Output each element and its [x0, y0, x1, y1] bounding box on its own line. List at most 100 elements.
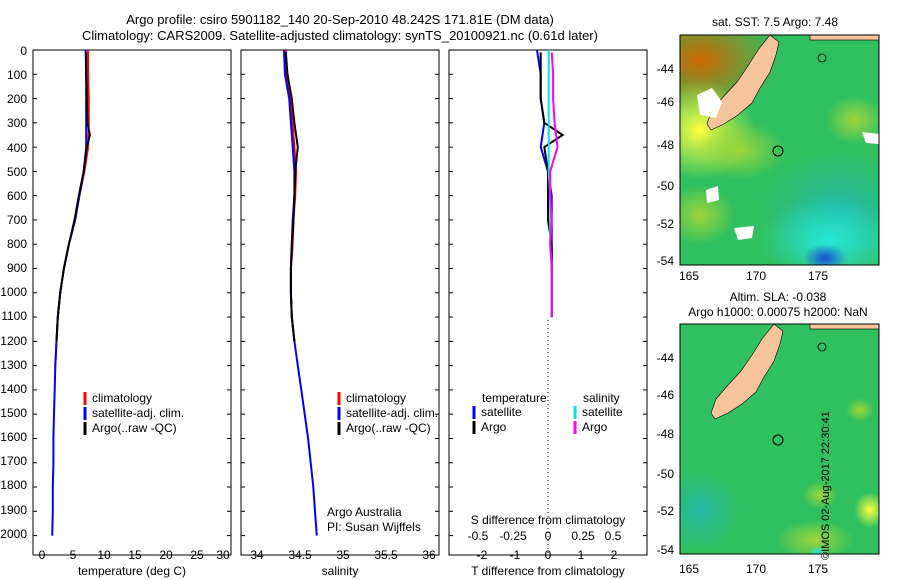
lon-tick: 170	[746, 562, 766, 576]
lat-tick: -46	[657, 95, 675, 109]
depth-tick: 600	[7, 189, 27, 203]
temperature-tick: 10	[97, 548, 111, 562]
credit-line-2: PI: Susan Wijffels	[327, 520, 421, 534]
t-diff-tick: -1	[510, 548, 521, 562]
series-line-salinity-argo	[549, 52, 559, 318]
depth-tick: 200	[7, 92, 27, 106]
imos-credit: ©IMOS 02-Aug-2017 22:30:41	[820, 411, 832, 560]
depth-tick: 1000	[0, 285, 27, 299]
lon-tick: 175	[808, 269, 828, 283]
lat-tick: -46	[657, 388, 675, 402]
temperature-tick: 5	[70, 548, 77, 562]
depth-tick: 800	[7, 237, 27, 251]
temperature-tick: 25	[190, 548, 204, 562]
salinity-axes	[240, 49, 440, 556]
t-diff-tick-labels: -2 -1 0 1 2	[477, 548, 618, 562]
sla-map-title-2: Argo h1000: 0.00075 h2000: NaN	[688, 305, 867, 319]
legend-head-salinity: salinity	[583, 391, 620, 405]
credit-line-1: Argo Australia	[327, 505, 402, 519]
legend-head-temperature: temperature	[482, 391, 547, 405]
depth-tick: 0	[20, 44, 27, 58]
depth-tick: 300	[7, 116, 27, 130]
salinity-tick: 35.5	[374, 548, 398, 562]
temperature-tick-labels: 0 5 10 15 20 25 30	[39, 548, 230, 562]
salinity-tick: 35	[336, 548, 350, 562]
salinity-xlabel: salinity	[322, 564, 359, 578]
legend-label-t-argo: Argo	[481, 420, 507, 434]
depth-tick: 1900	[0, 503, 27, 517]
temperature-tick: 0	[39, 548, 46, 562]
sla-lon-labels: 165 170 175	[679, 562, 828, 576]
lat-tick: -44	[657, 351, 675, 365]
depth-tick: 400	[7, 141, 27, 155]
depth-tick: 100	[7, 68, 27, 82]
depth-tick: 1300	[0, 358, 27, 372]
legend-label-climatology: climatology	[92, 391, 152, 405]
south-island-land	[706, 35, 780, 131]
legend-label-satellite: satellite-adj. clim.	[346, 406, 438, 420]
sst-lat-labels: -44 -46 -48 -50 -52 -54	[657, 62, 675, 268]
sst-map-frame	[679, 34, 880, 266]
legend-label-climatology: climatology	[346, 391, 406, 405]
legend-label-s-satellite: satellite	[582, 405, 623, 419]
temperature-axes	[32, 49, 232, 556]
t-diff-xlabel: T difference from climatology	[471, 564, 625, 578]
sst-lon-labels: 165 170 175	[679, 269, 828, 283]
depth-tick-labels: 0 100 200 300 400 500 600 700 800 900 10…	[0, 44, 27, 541]
depth-tick: 1700	[0, 454, 27, 468]
sla-lat-labels: -44 -46 -48 -50 -52 -54	[657, 351, 675, 557]
series-layer	[51, 49, 565, 536]
sla-map	[680, 324, 879, 554]
salinity-credits: Argo Australia PI: Susan Wijffels	[327, 505, 421, 534]
title-line-1: Argo profile: csiro 5901182_140 20-Sep-2…	[126, 12, 554, 27]
argo-position-marker	[772, 145, 784, 157]
salinity-tick: 36	[422, 548, 436, 562]
temperature-tick: 20	[159, 548, 173, 562]
temperature-xlabel: temperature (deg C)	[78, 564, 186, 578]
s-diff-tick: 0.25	[571, 529, 595, 543]
series-line-argo-raw-qc	[55, 52, 91, 342]
temperature-legend: climatology satellite-adj. clim. Argo(..…	[83, 391, 184, 435]
lat-tick: -50	[657, 179, 675, 193]
difference-legend: temperature salinity satellite Argo sate…	[472, 391, 623, 434]
lat-tick: -44	[657, 62, 675, 76]
t-diff-tick: 2	[611, 548, 618, 562]
legend-label-t-satellite: satellite	[481, 405, 522, 419]
depth-tick: 900	[7, 261, 27, 275]
salinity-tick: 34	[250, 548, 264, 562]
axis-ticks	[33, 49, 647, 537]
sst-map-title: sat. SST: 7.5 Argo: 7.48	[712, 15, 838, 29]
lat-tick: -52	[657, 504, 675, 518]
t-diff-tick: 1	[578, 548, 585, 562]
lon-tick: 165	[679, 269, 699, 283]
temperature-tick: 15	[128, 548, 142, 562]
depth-tick: 1800	[0, 478, 27, 492]
t-diff-tick: 0	[545, 548, 552, 562]
depth-tick: 1600	[0, 430, 27, 444]
depth-tick: 2000	[0, 527, 27, 541]
salinity-tick: 34.5	[288, 548, 312, 562]
temperature-tick: 30	[216, 548, 230, 562]
depth-tick: 500	[7, 165, 27, 179]
argo-position-marker	[772, 434, 784, 446]
t-diff-tick: -2	[477, 548, 488, 562]
sla-map-title-1: Altim. SLA: -0.038	[730, 290, 827, 304]
series-line-argo-raw-qc	[284, 52, 299, 342]
lon-tick: 170	[746, 269, 766, 283]
s-diff-tick: -0.25	[499, 529, 527, 543]
lat-tick: -52	[657, 217, 675, 231]
lon-tick: 165	[679, 562, 699, 576]
south-island-land	[710, 324, 784, 420]
lat-tick: -48	[657, 138, 675, 152]
depth-tick: 1100	[1, 309, 27, 323]
sst-map	[680, 35, 879, 265]
title-line-2: Climatology: CARS2009. Satellite-adjuste…	[82, 28, 598, 43]
legend-label-argo: Argo(..raw -QC)	[92, 421, 177, 435]
legend-label-satellite: satellite-adj. clim.	[92, 406, 184, 420]
sla-map-frame	[679, 323, 880, 555]
legend-label-argo: Argo(..raw -QC)	[346, 421, 431, 435]
depth-tick: 1400	[0, 382, 27, 396]
depth-tick: 700	[7, 213, 27, 227]
salinity-tick-labels: 34 34.5 35 35.5 36	[250, 548, 436, 562]
